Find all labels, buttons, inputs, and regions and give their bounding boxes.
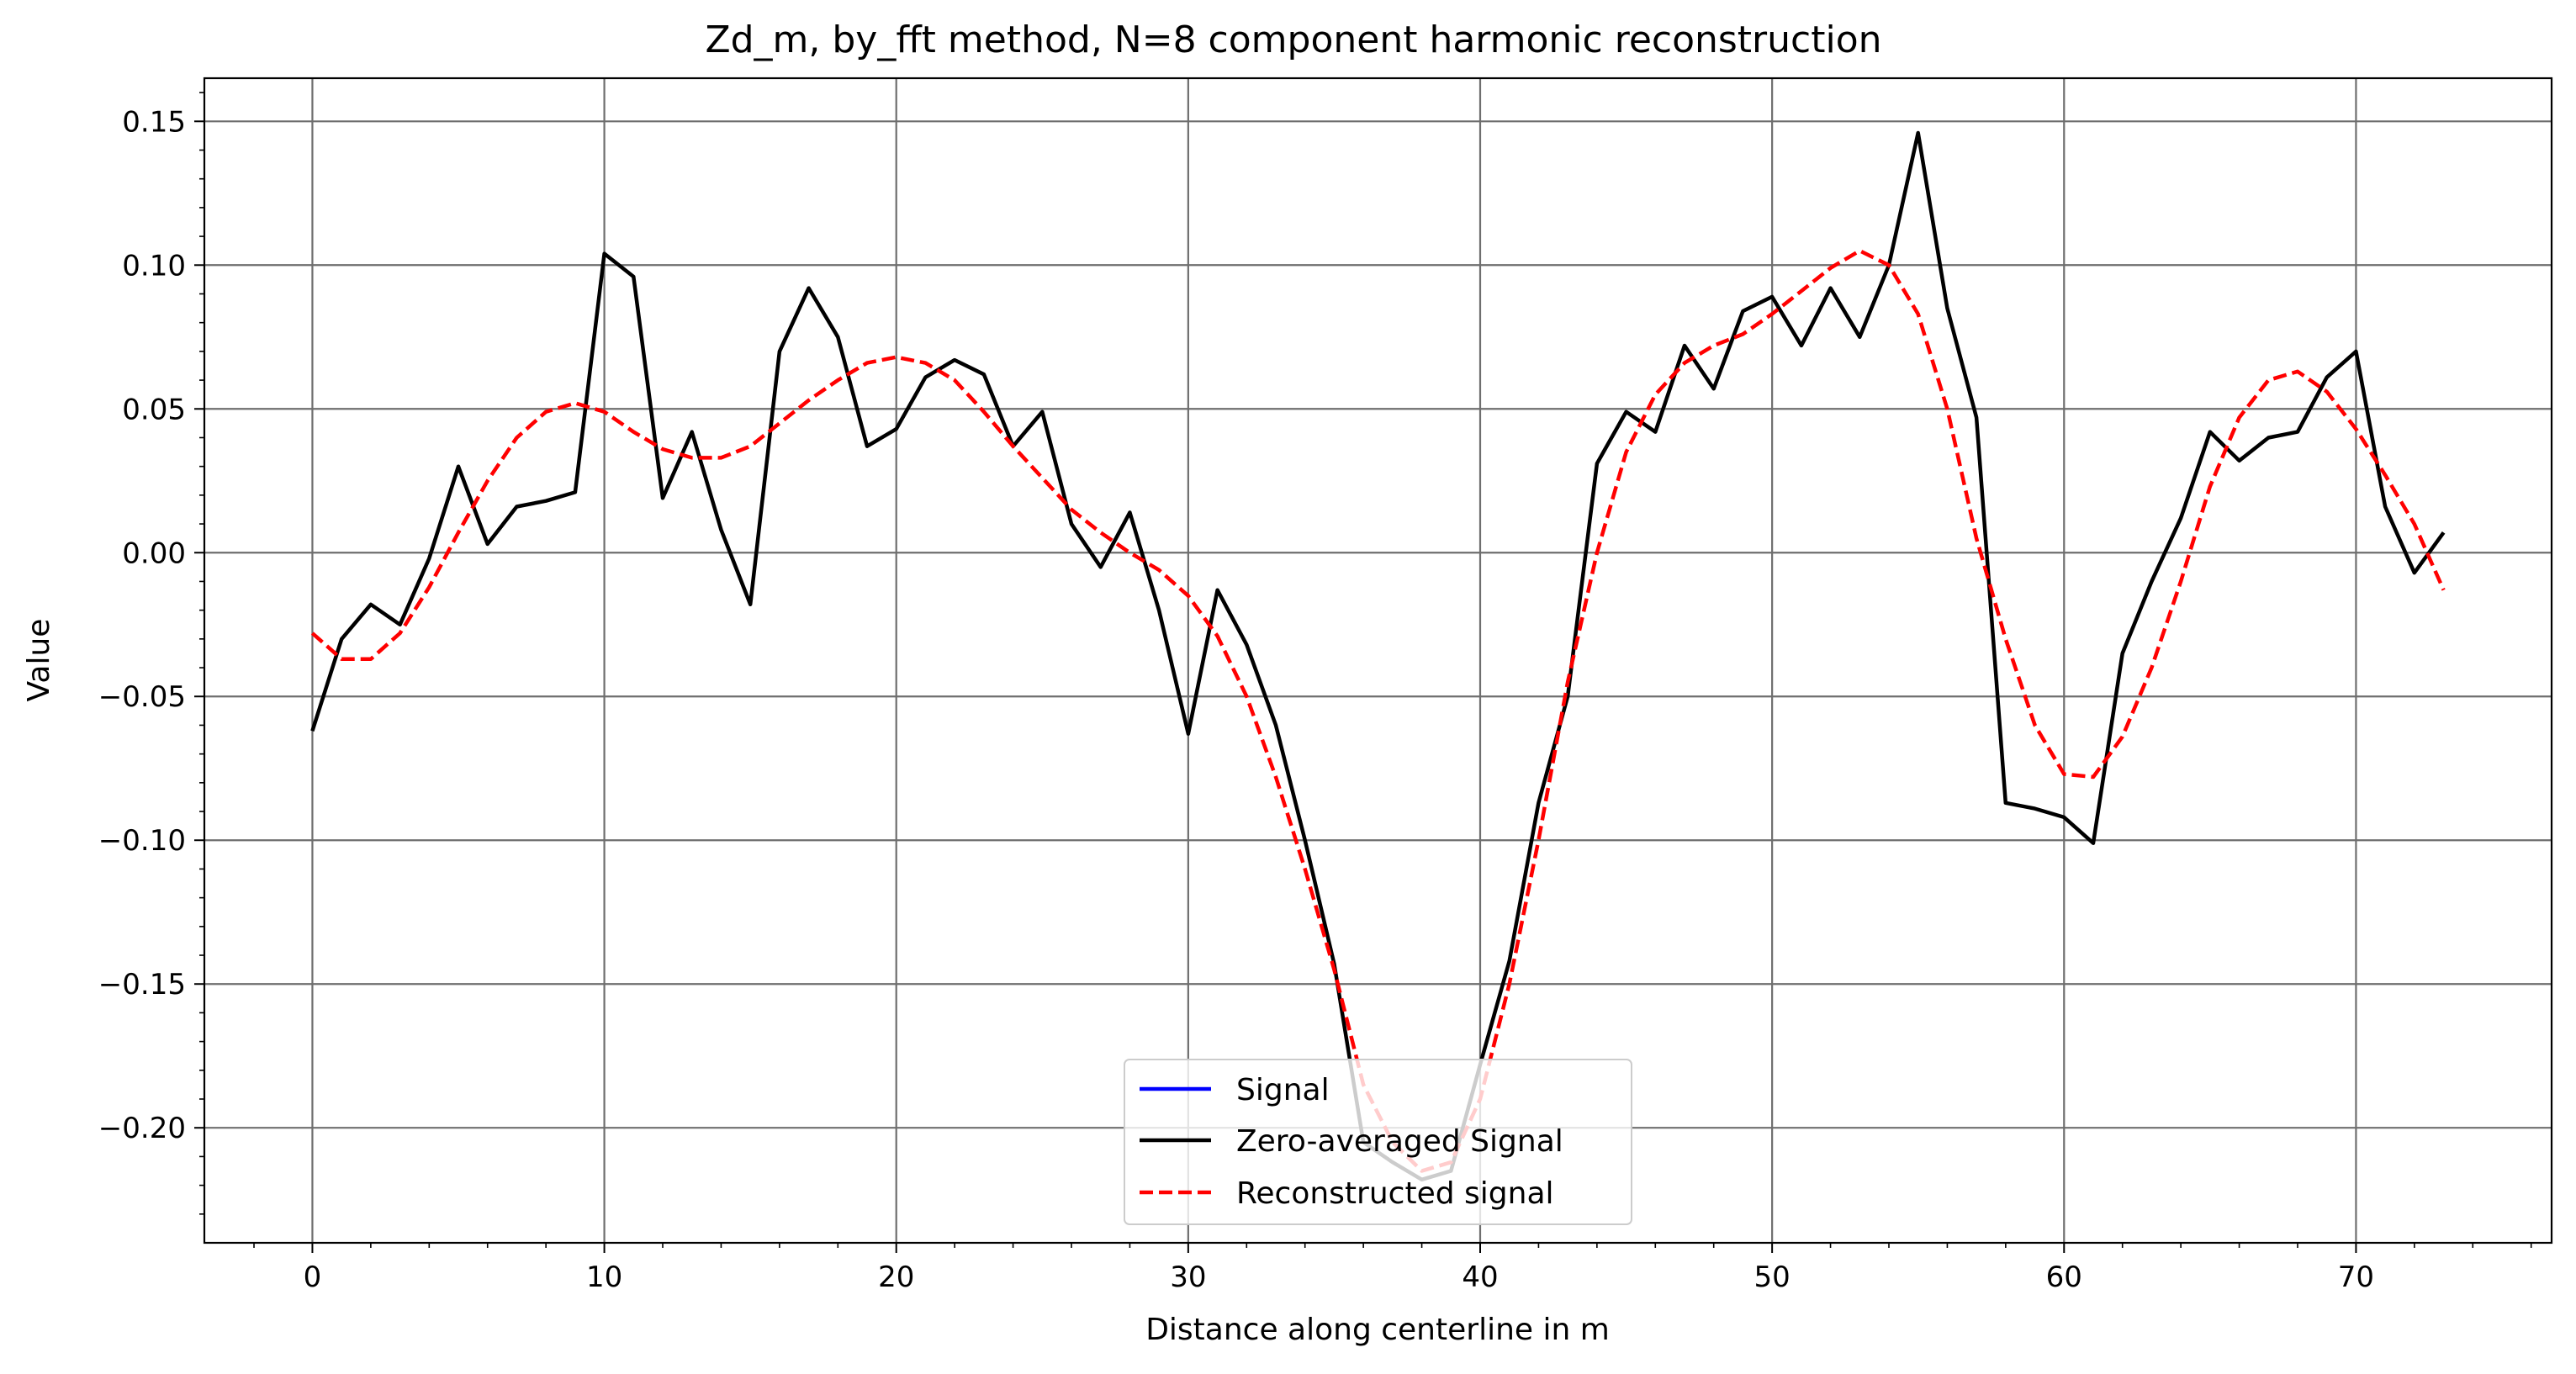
chart-title: Zd_m, by_fft method, N=8 component harmo… — [705, 18, 1881, 61]
x-tick-label: 50 — [1754, 1260, 1791, 1294]
y-axis-label: Value — [22, 619, 56, 702]
x-axis-label: Distance along centerline in m — [1145, 1313, 1610, 1347]
y-tick-label: −0.10 — [98, 824, 186, 858]
y-tick-label: 0.00 — [122, 536, 186, 570]
legend-label-signal: Signal — [1236, 1073, 1330, 1107]
x-tick-label: 10 — [586, 1260, 622, 1294]
y-tick-label: −0.20 — [98, 1112, 186, 1145]
series-line-reconstructed-signal — [310, 248, 2446, 1173]
legend-box — [1124, 1059, 1632, 1225]
series-line-zero-averaged-signal — [310, 130, 2446, 1182]
y-tick-label: 0.15 — [122, 105, 186, 139]
y-tick-label: 0.05 — [122, 393, 186, 426]
y-tick-label: −0.05 — [98, 680, 186, 714]
legend-label-reconstructed: Reconstructed signal — [1236, 1176, 1554, 1211]
minor-ticks — [199, 92, 2532, 1248]
tick-labels: 0 10 20 30 40 50 60 70 0.15 0.10 0.05 0.00 −0.05 −0.1… — [98, 105, 2374, 1294]
legend: Signal Zero-averaged Signal Reconstructe… — [1124, 1059, 1632, 1225]
series-lines — [310, 130, 2446, 1182]
y-tick-label: −0.15 — [98, 968, 186, 1001]
y-tick-label: 0.10 — [122, 249, 186, 283]
x-tick-label: 20 — [878, 1260, 914, 1294]
x-tick-label: 0 — [304, 1260, 322, 1294]
major-ticks — [194, 120, 2357, 1253]
x-tick-label: 70 — [2338, 1260, 2374, 1294]
x-tick-label: 40 — [1462, 1260, 1498, 1294]
x-tick-label: 60 — [2046, 1260, 2082, 1294]
x-tick-label: 30 — [1170, 1260, 1206, 1294]
plot-frame — [203, 77, 2553, 1245]
legend-label-zero-averaged: Zero-averaged Signal — [1236, 1124, 1563, 1159]
